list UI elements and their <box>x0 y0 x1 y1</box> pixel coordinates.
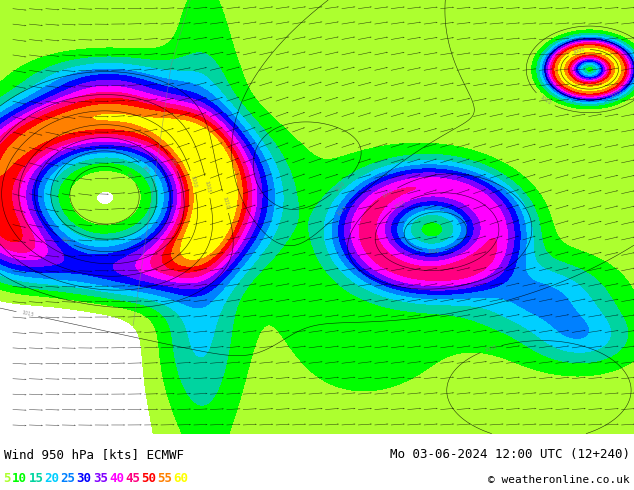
Text: 5: 5 <box>3 472 11 486</box>
Text: 985: 985 <box>141 164 151 175</box>
Text: 60: 60 <box>173 472 188 486</box>
Text: 1000: 1000 <box>190 175 197 188</box>
Text: 50: 50 <box>141 472 156 486</box>
Text: 990: 990 <box>60 236 70 245</box>
Text: 1010: 1010 <box>221 196 230 209</box>
Text: 40: 40 <box>109 472 124 486</box>
Text: 35: 35 <box>93 472 108 486</box>
Text: 1000: 1000 <box>427 248 440 254</box>
Text: 1015: 1015 <box>335 205 348 217</box>
Text: 1000: 1000 <box>572 47 586 55</box>
Text: 1010: 1010 <box>538 95 552 106</box>
Text: 55: 55 <box>157 472 172 486</box>
Text: 980: 980 <box>125 171 135 181</box>
Text: 995: 995 <box>169 157 178 168</box>
Text: 30: 30 <box>77 472 92 486</box>
Text: 1020: 1020 <box>484 344 498 353</box>
Text: 1005: 1005 <box>610 89 623 99</box>
Text: 1005: 1005 <box>394 199 407 210</box>
Text: © weatheronline.co.uk: © weatheronline.co.uk <box>488 475 630 486</box>
Text: 1005: 1005 <box>204 180 211 194</box>
Text: 20: 20 <box>44 472 60 486</box>
Text: 15: 15 <box>29 472 43 486</box>
Text: 45: 45 <box>125 472 140 486</box>
Text: 1015: 1015 <box>21 310 34 318</box>
Text: Wind 950 hPa [kts] ECMWF: Wind 950 hPa [kts] ECMWF <box>4 448 184 461</box>
Text: 1010: 1010 <box>381 188 394 199</box>
Text: Mo 03-06-2024 12:00 UTC (12+240): Mo 03-06-2024 12:00 UTC (12+240) <box>390 448 630 461</box>
Text: 10: 10 <box>12 472 27 486</box>
Text: 25: 25 <box>61 472 75 486</box>
Text: 1020: 1020 <box>333 180 346 193</box>
